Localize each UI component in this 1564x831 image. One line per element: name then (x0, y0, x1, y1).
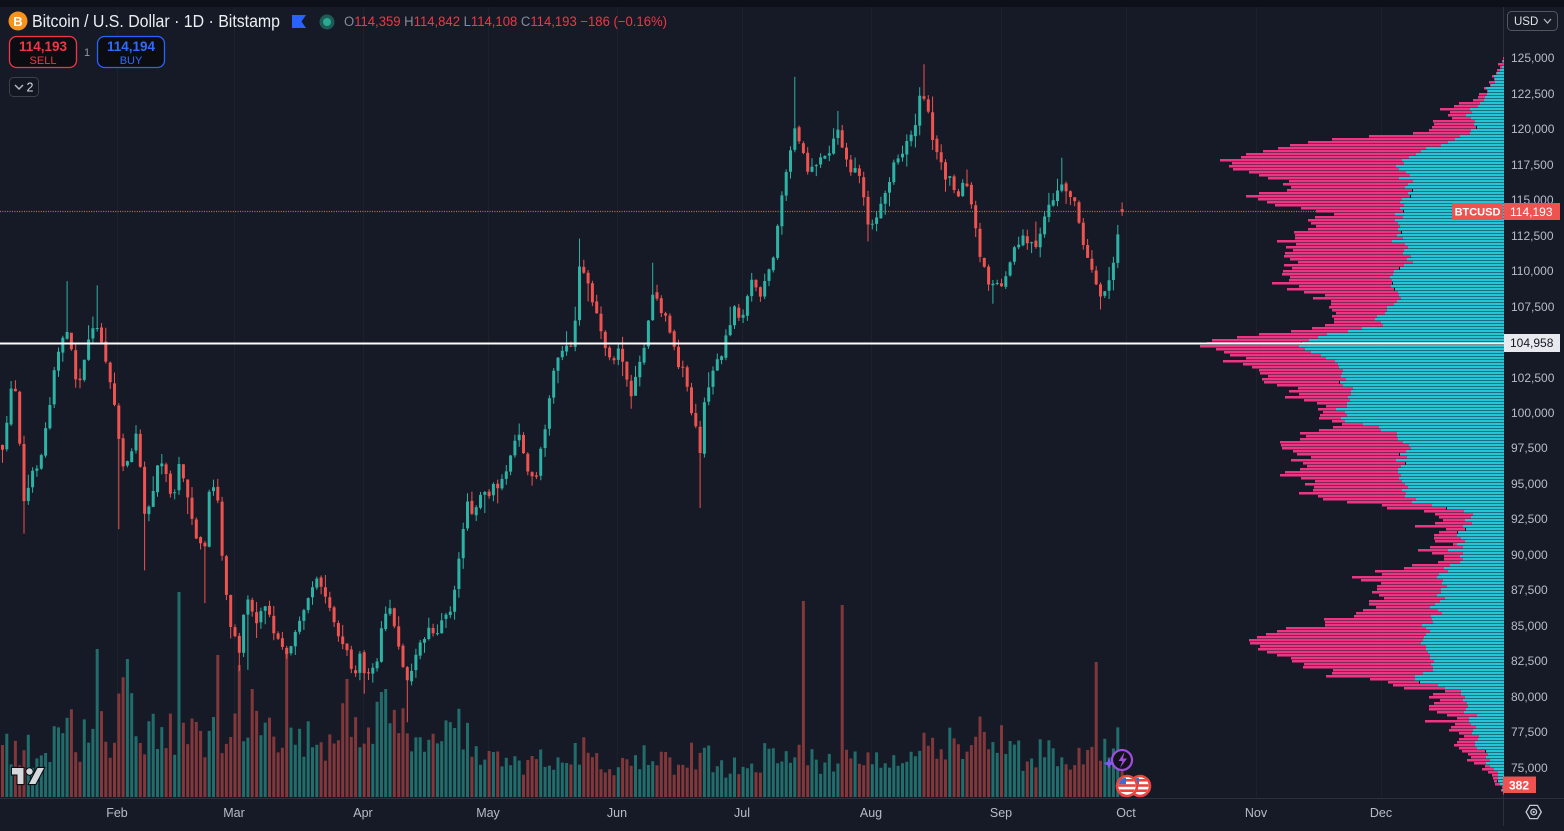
svg-text:122,500: 122,500 (1511, 87, 1555, 101)
svg-text:107,500: 107,500 (1511, 300, 1555, 314)
svg-text:87,500: 87,500 (1511, 583, 1548, 597)
svg-text:117,500: 117,500 (1511, 158, 1554, 172)
svg-text:Bitcoin / U.S. Dollar · 1D · B: Bitcoin / U.S. Dollar · 1D · Bitstamp (32, 11, 280, 31)
svg-text:2: 2 (27, 81, 34, 95)
svg-text:O114,359 H114,842 L114,108 C11: O114,359 H114,842 L114,108 C114,193 −186… (344, 14, 667, 29)
svg-text:Dec: Dec (1370, 806, 1392, 820)
svg-text:May: May (476, 806, 500, 820)
svg-text:82,500: 82,500 (1511, 654, 1548, 668)
svg-text:Nov: Nov (1245, 806, 1268, 820)
svg-text:114,194: 114,194 (107, 39, 156, 54)
svg-text:B: B (13, 14, 22, 29)
svg-text:85,000: 85,000 (1511, 619, 1548, 633)
svg-text:95,000: 95,000 (1511, 477, 1548, 491)
svg-text:104,958: 104,958 (1510, 336, 1554, 350)
svg-text:125,000: 125,000 (1511, 51, 1555, 65)
svg-text:80,000: 80,000 (1511, 690, 1548, 704)
svg-text:Jun: Jun (607, 806, 627, 820)
svg-text:SELL: SELL (30, 55, 57, 67)
svg-text:USD: USD (1514, 16, 1538, 28)
svg-text:114,193: 114,193 (1510, 205, 1553, 219)
svg-text:112,500: 112,500 (1511, 229, 1554, 243)
svg-text:Feb: Feb (106, 806, 128, 820)
svg-text:97,500: 97,500 (1511, 441, 1548, 455)
svg-text:77,500: 77,500 (1511, 725, 1548, 739)
svg-text:Apr: Apr (353, 806, 372, 820)
svg-text:100,000: 100,000 (1511, 406, 1555, 420)
svg-text:102,500: 102,500 (1511, 371, 1555, 385)
svg-text:90,000: 90,000 (1511, 548, 1548, 562)
svg-text:110,000: 110,000 (1511, 264, 1554, 278)
svg-text:Mar: Mar (223, 806, 245, 820)
svg-text:BUY: BUY (120, 55, 143, 67)
svg-text:Sep: Sep (990, 806, 1012, 820)
svg-text:382: 382 (1509, 779, 1529, 793)
svg-text:120,000: 120,000 (1511, 122, 1555, 136)
svg-text:Jul: Jul (734, 806, 750, 820)
svg-text:Aug: Aug (860, 806, 882, 820)
svg-text:114,193: 114,193 (19, 39, 68, 54)
svg-text:Oct: Oct (1116, 806, 1136, 820)
svg-text:BTCUSD: BTCUSD (1455, 207, 1501, 219)
svg-text:92,500: 92,500 (1511, 512, 1548, 526)
svg-text:1: 1 (84, 47, 90, 59)
svg-text:75,000: 75,000 (1511, 761, 1548, 775)
